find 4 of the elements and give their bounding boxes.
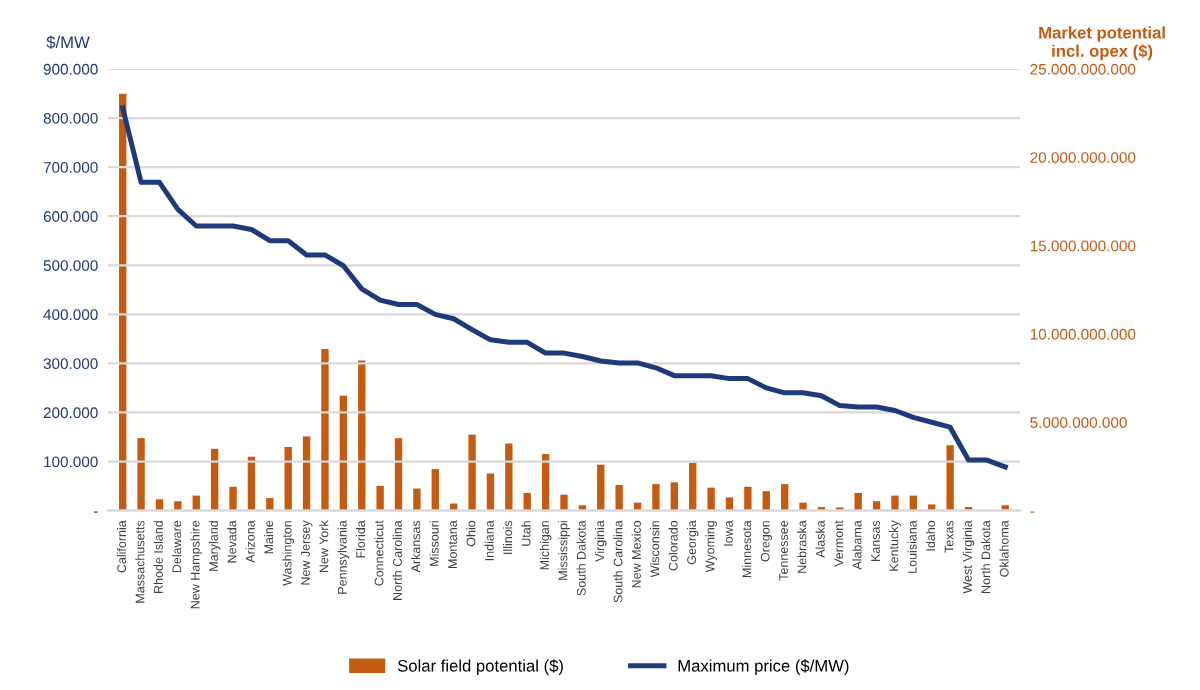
- legend-label: Maximum price ($/MW): [678, 659, 849, 675]
- y2-axis-title: Market potential incl. opex ($): [1039, 26, 1165, 61]
- y-axis-title: $/MW: [46, 35, 90, 50]
- legend-label: Solar field potential ($): [397, 659, 563, 675]
